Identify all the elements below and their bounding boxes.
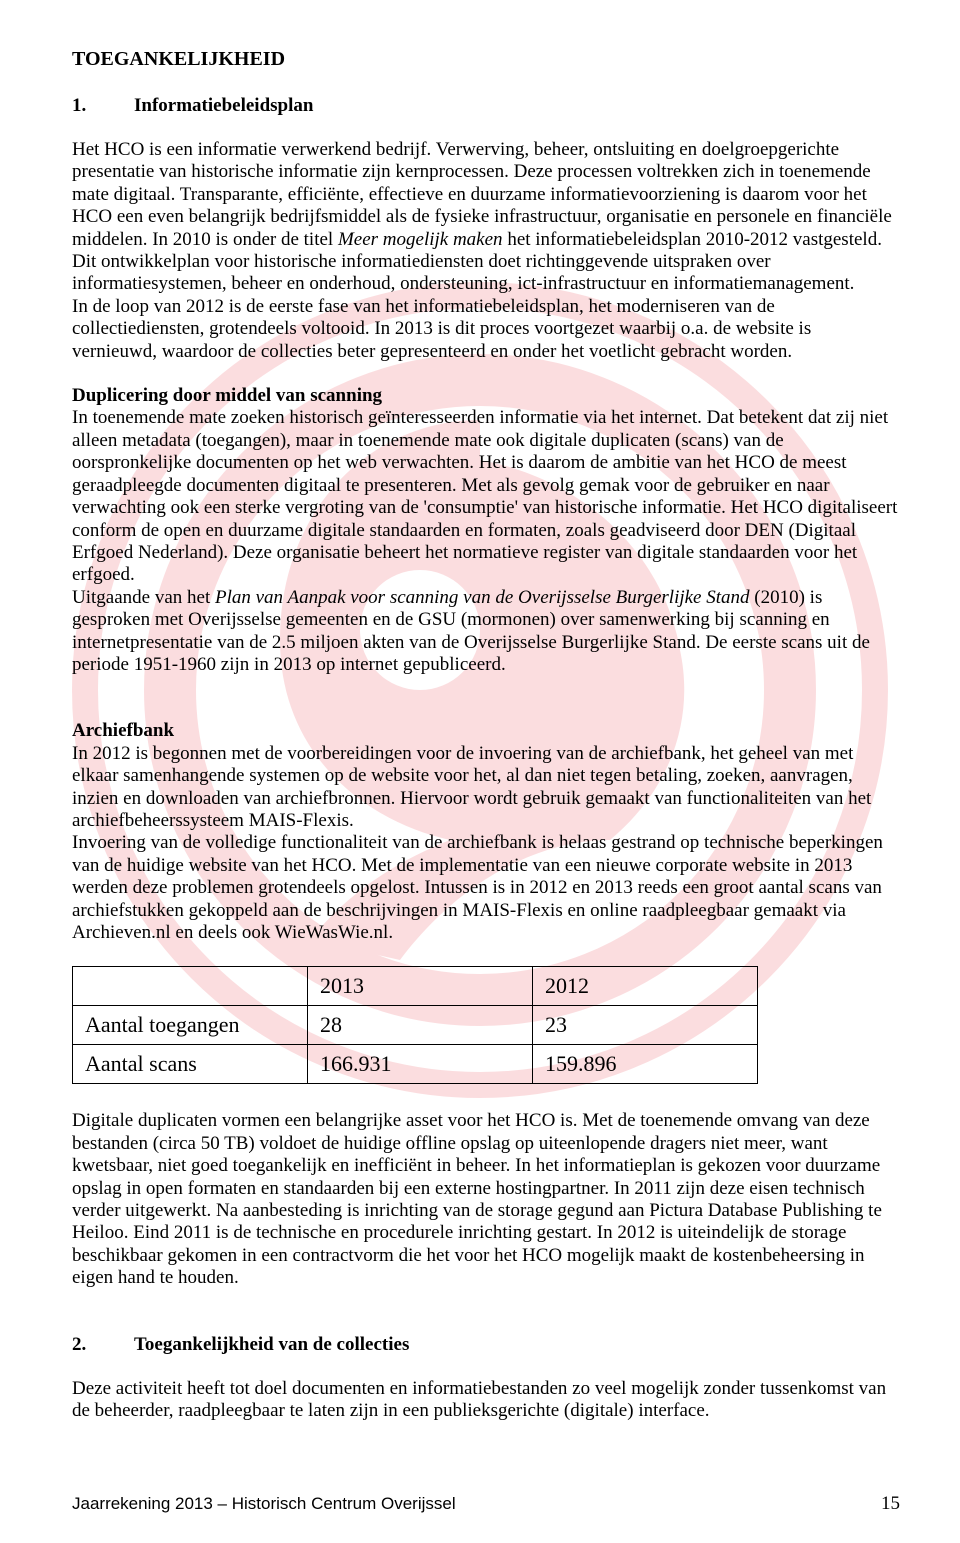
text-span: In 2012 is begonnen met de voorbereiding… [72, 743, 871, 831]
table-cell: Aantal scans [73, 1045, 308, 1084]
text-italic: Meer mogelijk maken [338, 229, 503, 250]
text-italic: Plan van Aanpak voor scanning van de Ove… [215, 587, 750, 608]
table-row: 2013 2012 [73, 967, 758, 1006]
page-footer: Jaarrekening 2013 – Historisch Centrum O… [72, 1493, 900, 1515]
archiefbank-heading: Archiefbank [72, 720, 900, 742]
table-cell: 2013 [308, 967, 533, 1006]
table-cell: 159.896 [533, 1045, 758, 1084]
table-cell: 28 [308, 1006, 533, 1045]
text-span: In de loop van 2012 is de eerste fase va… [72, 296, 811, 362]
table-row: Aantal toegangen 28 23 [73, 1006, 758, 1045]
section-2-paragraph: Deze activiteit heeft tot doel documente… [72, 1378, 900, 1423]
duplicering-heading: Duplicering door middel van scanning [72, 385, 900, 407]
digital-duplicates-paragraph: Digitale duplicaten vormen een belangrij… [72, 1110, 900, 1289]
duplicering-paragraph: In toenemende mate zoeken historisch geï… [72, 407, 900, 676]
text-span: Invoering van de volledige functionalite… [72, 832, 883, 943]
table-cell [73, 967, 308, 1006]
page-number: 15 [881, 1493, 900, 1515]
scans-table: 2013 2012 Aantal toegangen 28 23 Aantal … [72, 966, 758, 1084]
table-cell: 23 [533, 1006, 758, 1045]
table-cell: Aantal toegangen [73, 1006, 308, 1045]
table-cell: 2012 [533, 967, 758, 1006]
section-1-paragraph: Het HCO is een informatie verwerkend bed… [72, 139, 900, 363]
section-1-heading: 1.Informatiebeleidsplan [72, 95, 900, 117]
page-title: TOEGANKELIJKHEID [72, 48, 900, 71]
section-1-number: 1. [72, 95, 134, 117]
text-span: Uitgaande van het [72, 587, 215, 608]
footer-text: Jaarrekening 2013 – Historisch Centrum O… [72, 1494, 456, 1514]
section-2-heading: 2.Toegankelijkheid van de collecties [72, 1334, 900, 1356]
archiefbank-paragraph: In 2012 is begonnen met de voorbereiding… [72, 743, 900, 945]
section-2-number: 2. [72, 1334, 134, 1356]
text-span: In toenemende mate zoeken historisch geï… [72, 407, 897, 585]
table-cell: 166.931 [308, 1045, 533, 1084]
section-1-title: Informatiebeleidsplan [134, 95, 313, 116]
table-row: Aantal scans 166.931 159.896 [73, 1045, 758, 1084]
section-2-title: Toegankelijkheid van de collecties [134, 1334, 409, 1355]
